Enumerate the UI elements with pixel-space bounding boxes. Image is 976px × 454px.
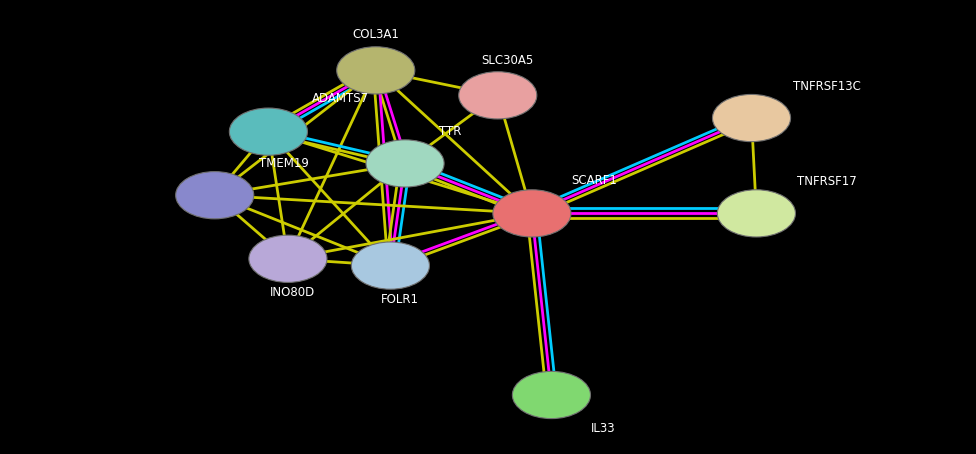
Text: ADAMTS7: ADAMTS7 (312, 92, 370, 105)
Text: TTR: TTR (439, 125, 462, 138)
Text: INO80D: INO80D (270, 286, 315, 299)
Ellipse shape (493, 190, 571, 237)
Text: TMEM19: TMEM19 (259, 157, 308, 170)
Ellipse shape (337, 47, 415, 94)
Text: COL3A1: COL3A1 (352, 28, 399, 41)
Text: IL33: IL33 (590, 422, 615, 435)
Text: TNFRSF17: TNFRSF17 (797, 175, 857, 188)
Ellipse shape (366, 140, 444, 187)
Ellipse shape (459, 72, 537, 119)
Ellipse shape (351, 242, 429, 289)
Ellipse shape (712, 94, 791, 142)
Text: FOLR1: FOLR1 (382, 293, 419, 306)
Ellipse shape (249, 235, 327, 282)
Text: SLC30A5: SLC30A5 (481, 54, 534, 67)
Ellipse shape (176, 172, 254, 219)
Text: TNFRSF13C: TNFRSF13C (793, 80, 861, 93)
Text: SCARF1: SCARF1 (571, 174, 617, 187)
Ellipse shape (229, 108, 307, 155)
Ellipse shape (717, 190, 795, 237)
Ellipse shape (512, 371, 590, 419)
